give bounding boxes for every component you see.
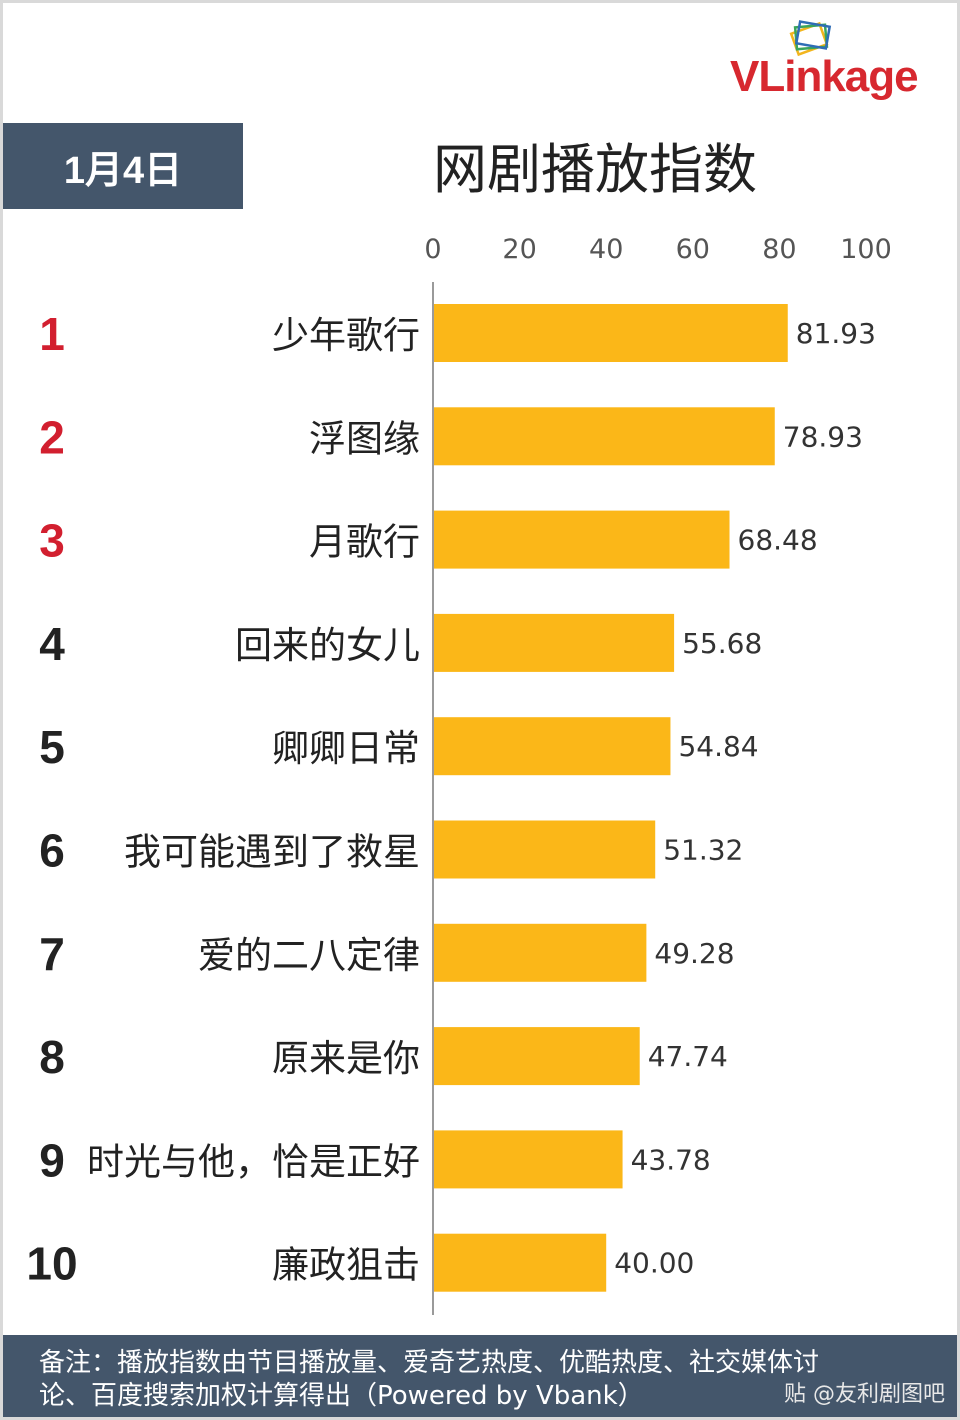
value-label: 49.28	[654, 937, 734, 970]
chart-title: 网剧播放指数	[433, 138, 757, 201]
bar	[434, 613, 675, 672]
x-tick-label: 40	[589, 234, 623, 265]
rank-label: 5	[39, 721, 65, 773]
value-label: 78.93	[783, 420, 863, 453]
rank-label: 6	[39, 825, 65, 877]
bar	[434, 1130, 623, 1189]
logo-stacked-cards-icon	[789, 20, 832, 57]
rank-label: 3	[39, 515, 65, 567]
footnote-line-1: 备注：播放指数由节目播放量、爱奇艺热度、优酷热度、社交媒体讨	[39, 1348, 820, 1378]
rank-label: 10	[26, 1238, 77, 1290]
value-label: 51.32	[663, 834, 743, 867]
category-label: 卿卿日常	[272, 727, 420, 770]
category-label: 浮图缘	[309, 417, 420, 460]
vlinkage-logo: VLinkage	[730, 18, 955, 104]
x-tick-label: 100	[840, 234, 892, 265]
category-label: 廉政狙击	[272, 1244, 420, 1287]
category-label: 时光与他，恰是正好	[87, 1140, 420, 1183]
bar	[434, 510, 730, 569]
rank-label: 4	[39, 618, 65, 670]
value-label: 81.93	[796, 317, 876, 350]
x-tick-label: 20	[502, 234, 536, 265]
rank-label: 8	[39, 1031, 65, 1083]
footnote-line-2: 论、百度搜索加权计算得出（Powered by Vbank）	[39, 1381, 644, 1411]
footnote: 备注：播放指数由节目播放量、爱奇艺热度、优酷热度、社交媒体讨 论、百度搜索加权计…	[3, 1335, 957, 1417]
bar	[434, 717, 671, 776]
value-label: 40.00	[614, 1247, 694, 1280]
value-label: 43.78	[631, 1143, 711, 1176]
x-tick-label: 60	[676, 234, 710, 265]
category-label: 月歌行	[309, 521, 420, 564]
category-label: 少年歌行	[272, 314, 420, 357]
bar-chart: 0 20 40 60 80 100 1 少年歌行 81.93 2 浮图缘 78.93 3 月歌行 68.48…	[26, 234, 892, 1315]
watermark: 贴 @友利剧图吧	[784, 1382, 945, 1407]
x-tick-label: 80	[762, 234, 796, 265]
bar	[434, 820, 656, 879]
rank-label: 7	[39, 928, 65, 980]
rank-label: 9	[39, 1134, 65, 1186]
bar	[434, 923, 647, 982]
x-tick-label: 0	[424, 234, 441, 265]
date-label: 1月4日	[3, 123, 243, 209]
rank-label: 1	[39, 308, 65, 360]
bar	[434, 407, 775, 466]
bar	[434, 304, 788, 362]
category-label: 我可能遇到了救星	[124, 831, 420, 874]
bar	[434, 1233, 607, 1292]
logo-text: VLinkage	[730, 52, 919, 101]
value-label: 55.68	[682, 627, 762, 660]
category-label: 回来的女儿	[235, 624, 420, 667]
category-label: 爱的二八定律	[198, 934, 420, 977]
value-label: 47.74	[648, 1040, 728, 1073]
category-label: 原来是你	[272, 1037, 420, 1080]
value-label: 68.48	[738, 524, 818, 557]
bar	[434, 1027, 640, 1086]
value-label: 54.84	[678, 730, 758, 763]
rank-label: 2	[39, 411, 65, 463]
